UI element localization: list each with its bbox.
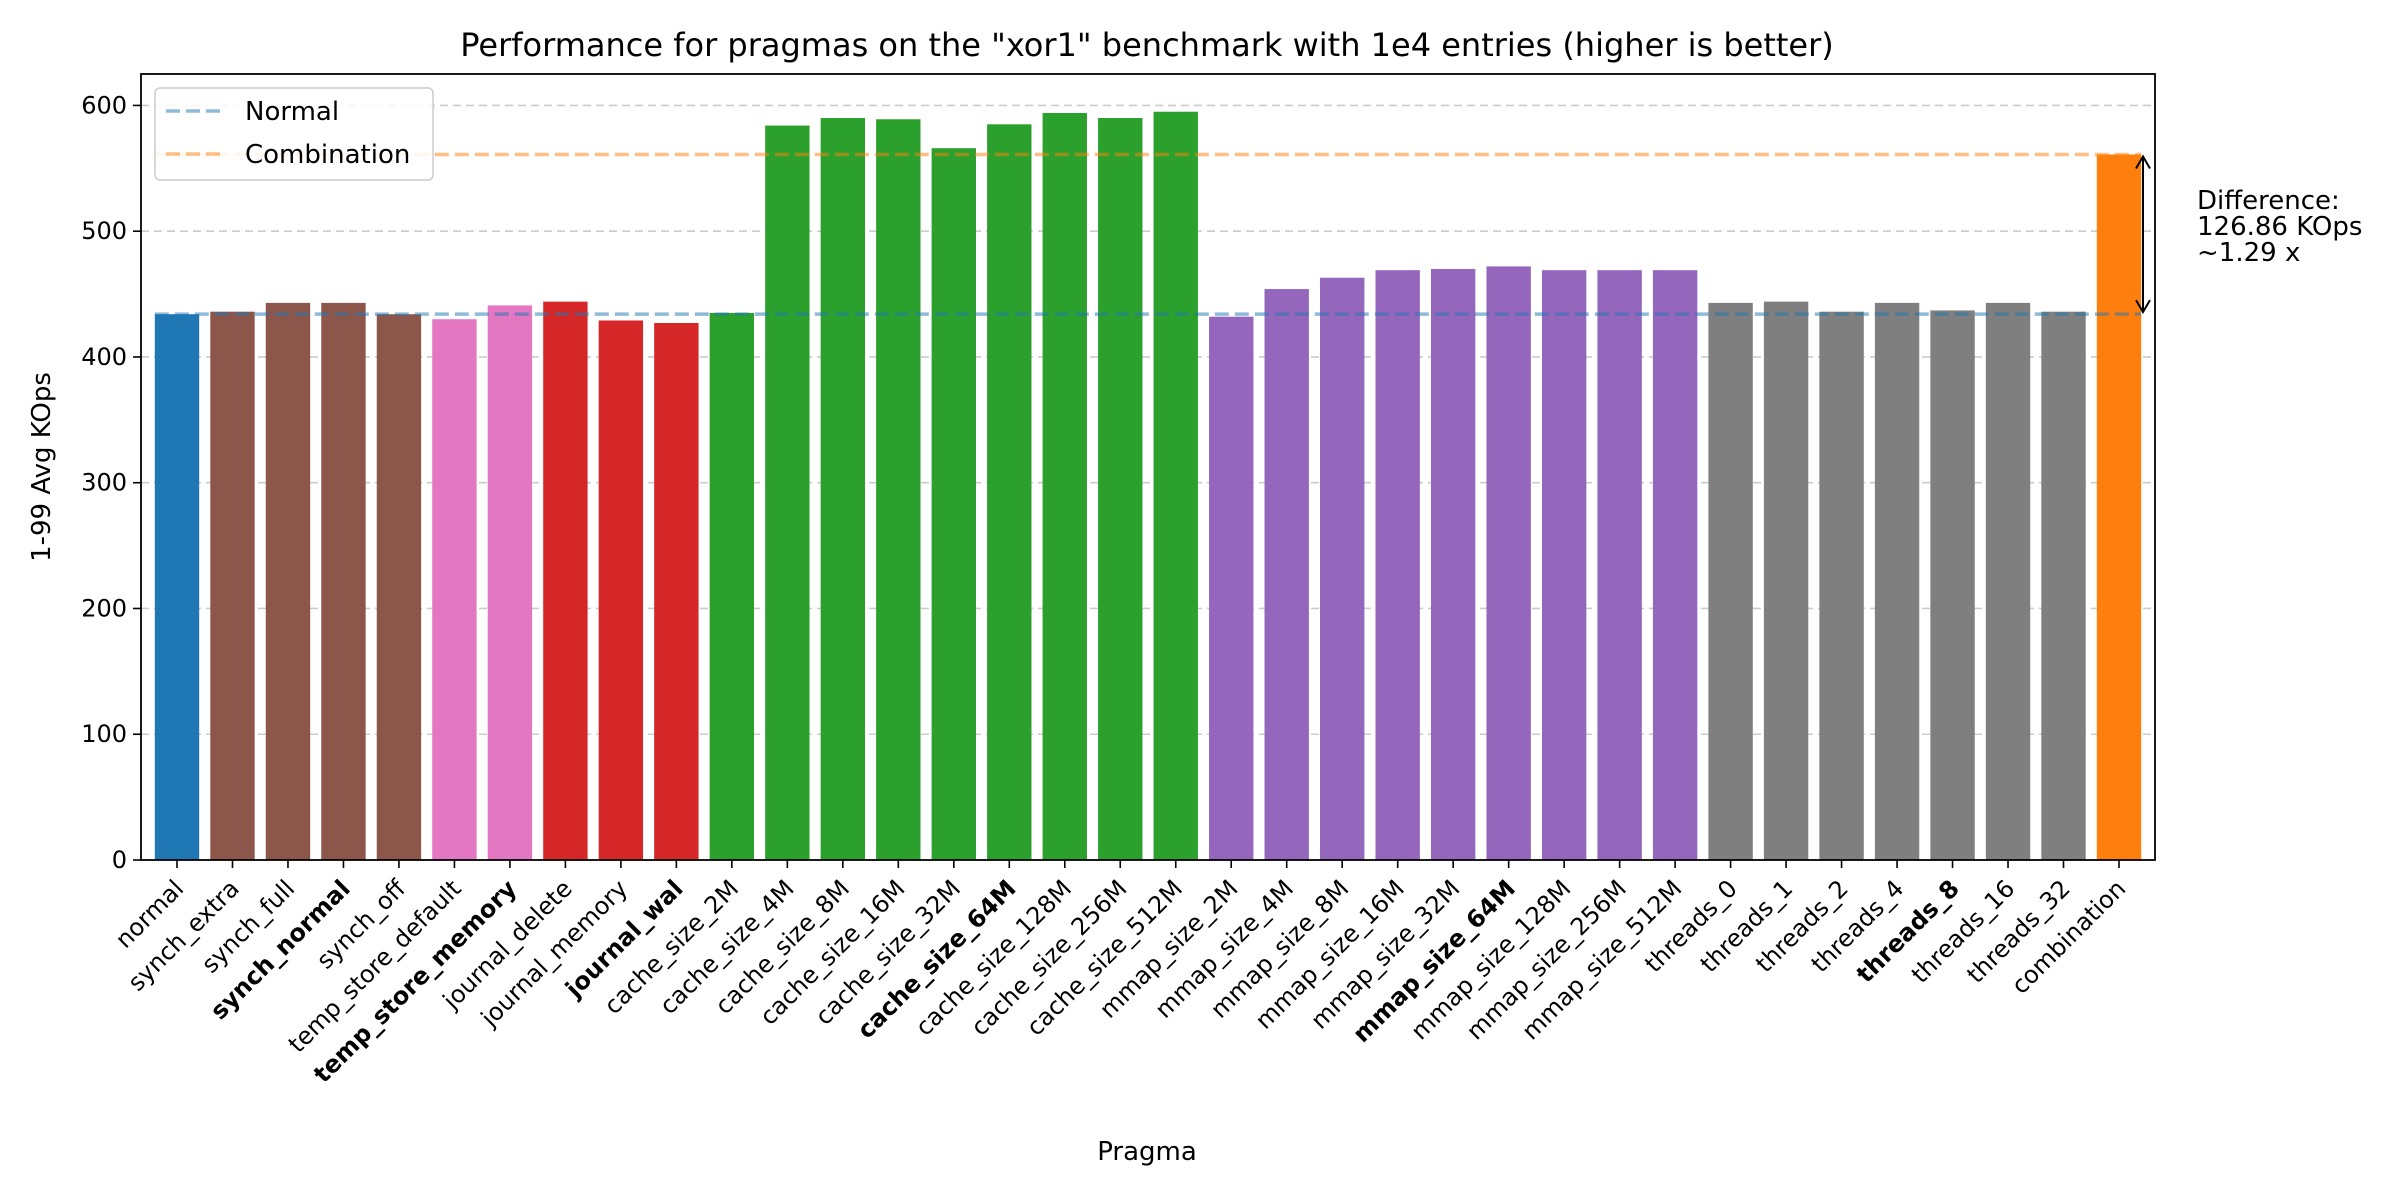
bar-threads-1: [1763, 301, 1809, 860]
bar-cache-size-128M: [1042, 112, 1087, 861]
bar-mmap-size-128M: [1541, 270, 1587, 860]
bar-mmap-size-2M: [1209, 316, 1254, 860]
bar-cache-size-2M: [709, 312, 755, 861]
bar-synch-off: [376, 314, 422, 860]
difference-arrow-head-bottom: [2135, 299, 2151, 315]
difference-annotation: Difference:126.86 KOps~1.29 x: [2135, 154, 2362, 315]
bar-temp-store-memory: [487, 305, 533, 860]
difference-annotation-line: 126.86 KOps: [2197, 212, 2362, 242]
y-tick-label: 100: [81, 720, 127, 748]
bar-mmap-size-64M: [1486, 266, 1531, 860]
x-axis-title: Pragma: [1097, 1137, 1197, 1167]
bar-synch-extra: [210, 311, 255, 860]
bar-mmap-size-256M: [1597, 270, 1642, 860]
bar-journal-wal: [654, 323, 699, 861]
bar-cache-size-4M: [765, 125, 810, 861]
legend-label-combination: Combination: [245, 140, 410, 170]
difference-arrow-head-top: [2135, 154, 2151, 170]
bar-threads-8: [1930, 310, 1975, 860]
bar-threads-16: [1985, 302, 2031, 861]
bar-mmap-size-16M: [1375, 270, 1420, 860]
x-ticks: normalsynch_extrasynch_fullsynch_normals…: [110, 860, 2131, 1088]
bar-threads-2: [1819, 311, 1864, 860]
bar-combination: [2096, 154, 2142, 861]
bar-threads-0: [1708, 302, 1753, 861]
bar-threads-32: [2041, 311, 2086, 860]
bar-cache-size-16M: [876, 119, 921, 860]
y-tick-label: 400: [81, 343, 127, 371]
bar-mmap-size-512M: [1652, 270, 1698, 860]
bars: [154, 111, 2142, 861]
legend-box: [154, 87, 434, 181]
grid-lines: [141, 104, 2155, 736]
axes: [140, 73, 2156, 861]
bar-cache-size-256M: [1098, 118, 1143, 861]
bar-mmap-size-8M: [1320, 277, 1365, 860]
y-ticks: 0 100 200 300 400 500 600: [81, 91, 141, 874]
bar-threads-4: [1874, 302, 1920, 861]
bar-cache-size-64M: [987, 124, 1032, 860]
bar-journal-memory: [598, 320, 644, 860]
y-tick-label: 0: [112, 846, 127, 874]
legend: Normal Combination: [154, 87, 434, 181]
legend-label-normal: Normal: [245, 97, 339, 127]
chart-title: Performance for pragmas on the "xor1" be…: [460, 26, 1833, 64]
y-tick-label: 500: [81, 217, 127, 245]
bar-synch-full: [265, 302, 311, 861]
bar-mmap-size-4M: [1264, 289, 1309, 861]
bar-mmap-size-32M: [1430, 268, 1476, 861]
bar-cache-size-512M: [1153, 111, 1198, 860]
bar-synch-normal: [321, 302, 366, 861]
bar-cache-size-8M: [820, 118, 866, 861]
bar-normal: [154, 314, 200, 860]
reference-lines: [154, 152, 2142, 316]
y-tick-label: 600: [81, 91, 127, 119]
bar-temp-store-default: [432, 319, 477, 860]
plot-frame: [140, 73, 2156, 861]
y-tick-label: 200: [81, 594, 127, 622]
y-tick-label: 300: [81, 469, 127, 497]
bar-journal-delete: [543, 301, 588, 860]
difference-annotation-line: ~1.29 x: [2197, 238, 2300, 268]
bar-cache-size-32M: [931, 148, 976, 861]
difference-annotation-line: Difference:: [2197, 186, 2340, 216]
y-axis-title: 1-99 Avg KOps: [27, 372, 57, 562]
